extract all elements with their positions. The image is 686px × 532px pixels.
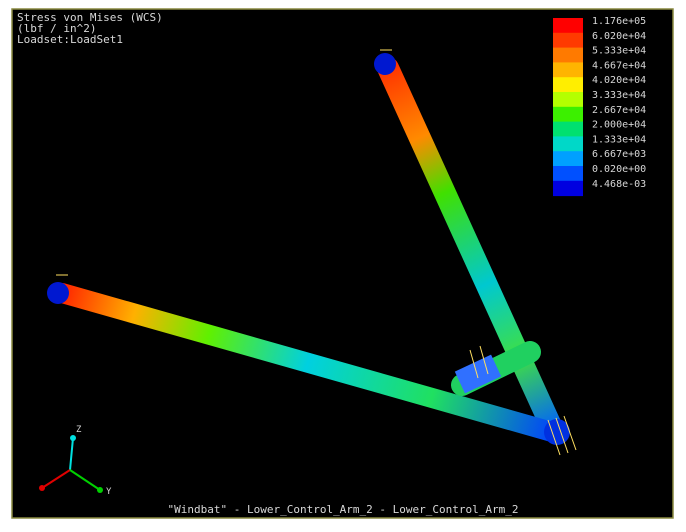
legend-swatch: [553, 33, 583, 48]
triad-label: Z: [76, 425, 82, 435]
legend-label: 4.667e+04: [592, 60, 646, 71]
legend-swatch: [553, 77, 583, 92]
legend-label: 0.020e+00: [592, 164, 646, 175]
legend-label: 6.020e+04: [592, 31, 646, 42]
legend-label: 4.468e-03: [592, 179, 646, 190]
legend-label: 6.667e+03: [592, 149, 646, 160]
legend-swatch: [553, 107, 583, 122]
legend-label: 3.333e+04: [592, 90, 646, 101]
viewport: Z Y Stress von Mises (WCS)(lbf / in^2)Lo…: [0, 0, 686, 527]
legend-swatch: [553, 136, 583, 151]
legend-label: 2.000e+04: [592, 120, 646, 131]
legend-swatch: [553, 18, 583, 33]
legend-label: 1.333e+04: [592, 134, 646, 145]
legend-label: 1.176e+05: [592, 16, 646, 27]
legend-swatch: [553, 92, 583, 107]
legend-label: 5.333e+04: [592, 46, 646, 57]
legend-swatch: [553, 122, 583, 137]
legend-swatch: [553, 151, 583, 166]
footer: "Windbat" - Lower_Control_Arm_2 - Lower_…: [168, 503, 519, 516]
legend-swatch: [553, 62, 583, 77]
legend-swatch: [553, 181, 583, 196]
legend-label: 4.020e+04: [592, 75, 646, 86]
triad-label: Y: [106, 487, 112, 497]
legend-swatch: [553, 166, 583, 181]
legend-label: 2.667e+04: [592, 105, 646, 116]
page: Z Y Stress von Mises (WCS)(lbf / in^2)Lo…: [0, 0, 686, 527]
legend-swatch: [553, 48, 583, 63]
header-line: Loadset:LoadSet1: [17, 33, 123, 46]
